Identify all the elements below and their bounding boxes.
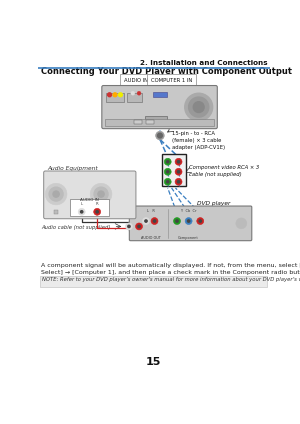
Circle shape [175,158,182,165]
Circle shape [177,170,180,173]
Circle shape [94,187,108,201]
Bar [162,154,185,187]
Bar [99,209,103,214]
FancyBboxPatch shape [102,86,217,128]
Circle shape [49,187,63,201]
Circle shape [156,131,164,140]
Circle shape [189,97,209,117]
Circle shape [96,211,98,213]
Circle shape [188,220,190,222]
Circle shape [128,225,130,228]
Circle shape [164,168,171,175]
Circle shape [136,223,142,230]
Circle shape [94,208,101,215]
Circle shape [90,183,112,205]
Text: AUDIO OUT: AUDIO OUT [141,237,160,240]
Circle shape [173,218,181,225]
Circle shape [142,218,149,225]
Bar [145,116,167,124]
Text: AUDIO IN: AUDIO IN [80,198,99,202]
Circle shape [125,223,132,230]
Text: DVD player: DVD player [197,201,230,206]
Text: 15: 15 [146,357,161,367]
Bar [70,199,109,216]
Circle shape [164,158,171,165]
Text: Component video RCA × 3
cable (not supplied): Component video RCA × 3 cable (not suppl… [189,165,260,177]
Circle shape [164,179,171,185]
Text: COMPUTER 1 IN: COMPUTER 1 IN [151,78,192,83]
Circle shape [167,161,169,163]
Circle shape [45,183,67,205]
Text: L: L [81,202,83,206]
Circle shape [167,170,169,173]
Bar [40,276,267,287]
Text: Select] → [Computer 1], and then place a check mark in the Component radio butto: Select] → [Computer 1], and then place a… [41,270,300,275]
Text: AUDIO IN: AUDIO IN [124,78,148,83]
Bar [105,120,214,126]
Text: A component signal will be automatically displayed. If not, from the menu, selec: A component signal will be automatically… [41,262,300,268]
Bar [146,120,154,124]
FancyBboxPatch shape [129,206,252,241]
FancyBboxPatch shape [44,171,136,219]
Circle shape [177,161,180,163]
Bar [106,93,124,103]
Text: Y   Cb  Cr: Y Cb Cr [180,209,197,213]
Circle shape [145,220,147,222]
Circle shape [118,93,122,97]
Bar [54,209,58,214]
Circle shape [199,220,201,222]
Text: R: R [96,202,98,206]
Circle shape [175,168,182,175]
Bar [153,92,167,97]
Circle shape [177,181,180,183]
Text: Component: Component [178,237,199,240]
Text: 2. Installation and Connections: 2. Installation and Connections [140,59,268,66]
Circle shape [78,208,85,215]
Circle shape [113,93,117,97]
Bar [127,93,142,103]
Circle shape [138,225,140,228]
Circle shape [108,93,112,97]
Circle shape [197,218,204,225]
Circle shape [98,191,104,197]
Circle shape [176,220,178,222]
Circle shape [175,179,182,185]
Circle shape [53,191,59,197]
Circle shape [153,220,156,222]
Circle shape [167,181,169,183]
Circle shape [151,218,158,225]
Circle shape [185,93,213,121]
Text: NOTE: Refer to your DVD player’s owner’s manual for more information about your : NOTE: Refer to your DVD player’s owner’s… [42,277,300,282]
Circle shape [137,91,141,95]
Text: Audio cable (not supplied): Audio cable (not supplied) [41,225,111,230]
Text: Audio Equipment: Audio Equipment [48,166,98,171]
Text: Connecting Your DVD Player with Component Output: Connecting Your DVD Player with Componen… [40,67,292,75]
Circle shape [185,218,192,225]
Circle shape [236,218,247,229]
Circle shape [158,133,162,138]
Text: 15-pin - to - RCA
(female) × 3 cable
adapter (ADP-CV1E): 15-pin - to - RCA (female) × 3 cable ada… [172,131,226,150]
Circle shape [80,211,83,213]
Text: L   R: L R [147,209,154,213]
Circle shape [193,102,204,112]
Circle shape [131,91,135,95]
Bar [134,120,142,124]
